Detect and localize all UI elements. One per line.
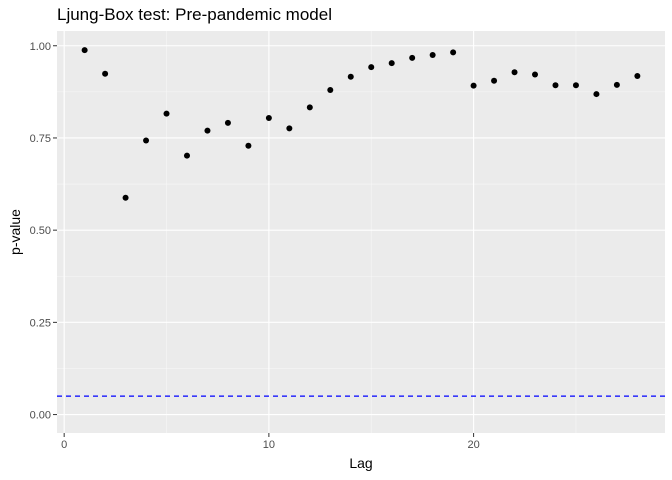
y-tick-label: 0.25	[30, 317, 51, 329]
chart-title: Ljung-Box test: Pre-pandemic model	[57, 5, 332, 24]
data-point	[613, 81, 620, 88]
major-gridlines	[57, 31, 665, 433]
data-points	[81, 47, 641, 201]
data-point	[634, 72, 641, 79]
data-point	[163, 110, 170, 117]
data-point	[491, 77, 498, 84]
data-point	[327, 87, 334, 94]
data-point	[532, 71, 539, 78]
data-point	[368, 64, 375, 71]
y-tick-label: 1.00	[30, 41, 51, 53]
data-point	[388, 60, 395, 67]
x-axis-ticks: 0 10 20	[61, 433, 480, 451]
data-point	[552, 82, 559, 89]
x-axis-title: Lag	[349, 455, 372, 471]
data-point	[593, 91, 600, 98]
data-point	[143, 137, 150, 144]
data-point	[122, 194, 129, 201]
y-tick-label: 0.75	[30, 133, 51, 145]
data-point	[224, 119, 231, 126]
data-point	[245, 142, 252, 149]
data-point	[511, 69, 518, 76]
data-point	[429, 51, 436, 58]
data-point	[102, 70, 109, 77]
data-point	[183, 152, 190, 159]
plot-panel	[57, 31, 665, 433]
x-tick-label: 20	[467, 439, 479, 451]
y-tick-label: 0.00	[30, 410, 51, 422]
y-axis-title: p-value	[7, 209, 23, 255]
data-point	[286, 125, 293, 132]
data-point	[409, 54, 416, 61]
data-point	[347, 73, 354, 80]
x-tick-label: 0	[61, 439, 67, 451]
data-point	[450, 49, 457, 56]
data-point	[572, 82, 579, 89]
y-axis-ticks: 0.00 0.25 0.50 0.75 1.00	[30, 41, 57, 422]
data-point	[470, 82, 477, 89]
data-point	[265, 115, 272, 122]
y-tick-label: 0.50	[30, 225, 51, 237]
data-point	[306, 104, 313, 111]
minor-gridlines	[57, 31, 665, 433]
data-point	[204, 127, 211, 134]
data-point	[81, 47, 88, 54]
x-tick-label: 10	[263, 439, 275, 451]
